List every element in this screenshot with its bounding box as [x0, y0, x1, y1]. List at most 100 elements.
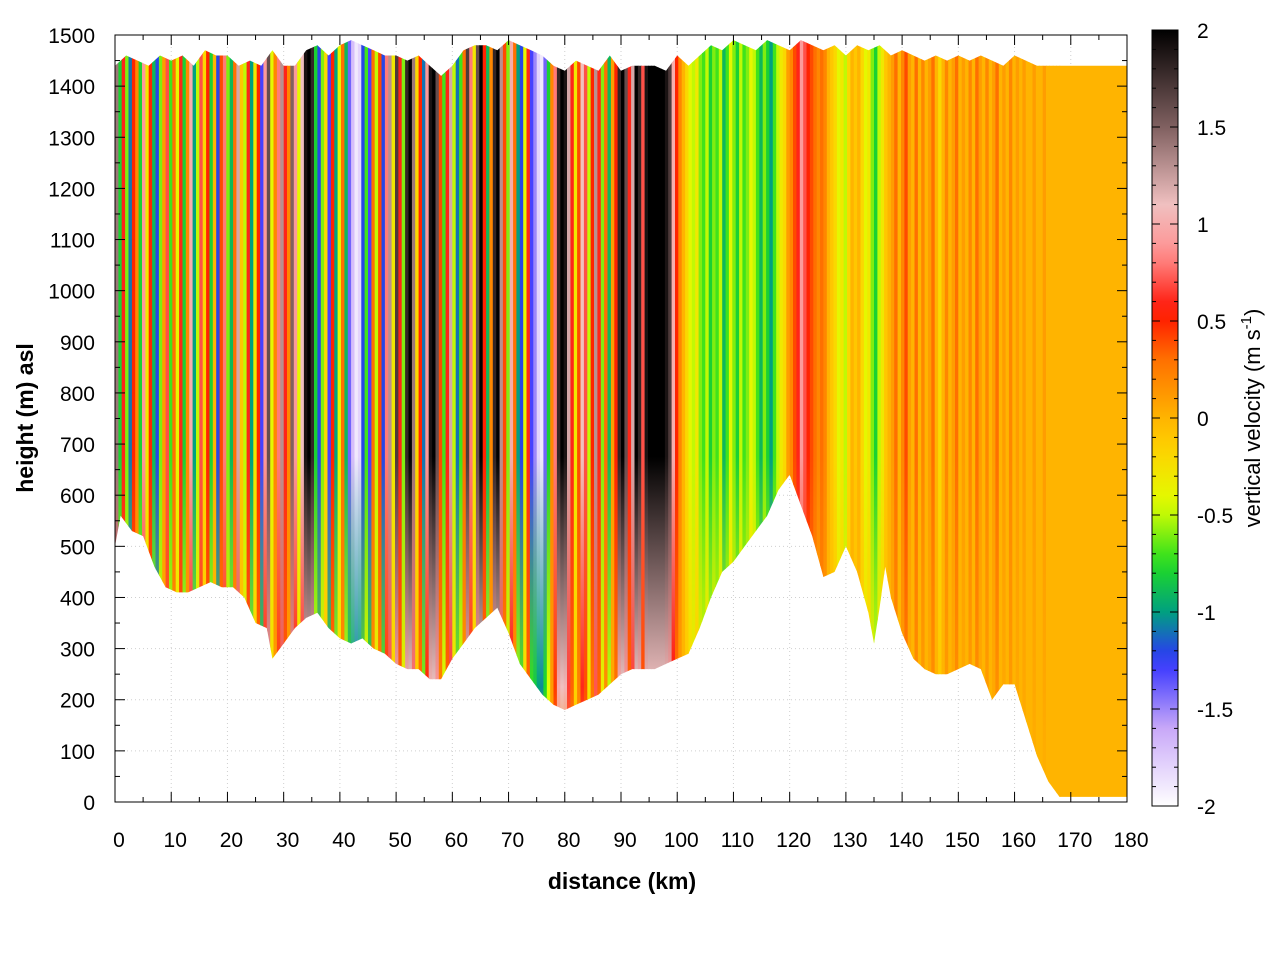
velocity-column	[728, 40, 733, 797]
velocity-column	[529, 40, 534, 797]
velocity-column	[418, 40, 423, 797]
y-tick-label: 600	[60, 485, 95, 508]
x-axis: 0 10 20 30 40 50 60 70 80 90 100 110 120 130 140 150 160…	[113, 35, 1149, 852]
velocity-column	[270, 40, 275, 797]
velocity-column	[486, 40, 491, 797]
velocity-column	[739, 40, 744, 797]
velocity-column	[924, 40, 929, 797]
velocity-column	[475, 40, 480, 797]
velocity-column	[793, 40, 797, 797]
velocity-column	[347, 40, 352, 797]
velocity-column	[702, 40, 706, 797]
velocity-column	[928, 40, 932, 797]
x-tick-label: 70	[501, 829, 524, 852]
velocity-column	[978, 40, 983, 797]
velocity-column	[857, 40, 862, 797]
y-axis-title: height (m) asl	[12, 343, 38, 493]
velocity-column	[742, 40, 747, 797]
velocity-column	[968, 40, 973, 797]
velocity-column	[907, 40, 912, 797]
colorbar-tick-label: -1	[1197, 602, 1216, 625]
velocity-column	[236, 40, 241, 797]
velocity-column	[368, 40, 372, 797]
y-tick-label: 0	[83, 792, 95, 815]
velocity-column	[351, 40, 356, 797]
velocity-column	[941, 40, 946, 797]
velocity-column	[502, 40, 507, 797]
velocity-column	[806, 40, 811, 797]
velocity-column	[1029, 40, 1034, 797]
velocity-column	[631, 40, 636, 797]
velocity-column	[1012, 40, 1017, 797]
velocity-column	[212, 40, 217, 797]
x-tick-label: 60	[445, 829, 468, 852]
velocity-column	[428, 40, 433, 797]
velocity-column	[135, 40, 140, 797]
velocity-column	[374, 40, 379, 797]
y-tick-label: 1000	[48, 281, 95, 304]
y-tick-label: 1300	[48, 127, 95, 150]
velocity-column	[165, 40, 170, 797]
velocity-column	[405, 40, 410, 797]
velocity-column	[722, 40, 727, 797]
velocity-column	[772, 40, 777, 797]
colorbar-title-main: vertical velocity (m s	[1240, 329, 1265, 527]
velocity-column	[614, 40, 619, 797]
velocity-column	[998, 40, 1003, 797]
velocity-column	[489, 40, 494, 797]
velocity-column	[1002, 40, 1007, 797]
velocity-column	[570, 40, 575, 797]
velocity-column	[283, 40, 288, 797]
velocity-column	[1046, 40, 1050, 797]
velocity-column	[705, 40, 710, 797]
velocity-column	[971, 40, 976, 797]
velocity-column	[627, 40, 632, 797]
velocity-column	[303, 40, 308, 797]
y-tick-label: 1500	[48, 25, 95, 48]
velocity-column	[759, 40, 764, 797]
velocity-column	[266, 40, 271, 797]
velocity-column	[523, 40, 528, 797]
velocity-column	[587, 40, 592, 797]
velocity-column	[634, 40, 639, 797]
velocity-column	[843, 40, 848, 797]
velocity-column	[442, 40, 447, 797]
velocity-column	[249, 40, 254, 797]
velocity-column	[273, 40, 278, 797]
velocity-column	[435, 40, 440, 797]
velocity-column	[1056, 40, 1061, 797]
velocity-column	[469, 40, 474, 797]
y-tick-label: 800	[60, 383, 95, 406]
velocity-column	[577, 40, 582, 797]
velocity-column	[307, 40, 312, 797]
velocity-column	[125, 40, 130, 797]
velocity-column	[300, 40, 305, 797]
velocity-column	[169, 40, 173, 797]
velocity-column	[330, 40, 335, 797]
velocity-column	[556, 40, 561, 797]
colorbar-tick-label: -1.5	[1197, 699, 1233, 722]
velocity-column	[654, 40, 659, 797]
velocity-column	[546, 40, 551, 797]
x-tick-label: 80	[557, 829, 580, 852]
velocity-column	[685, 40, 690, 797]
velocity-column	[411, 40, 416, 797]
x-axis-title: distance (km)	[548, 868, 696, 894]
y-tick-label: 700	[60, 434, 95, 457]
velocity-column	[246, 40, 251, 797]
velocity-column	[395, 40, 399, 797]
velocity-column	[664, 40, 669, 797]
velocity-column	[196, 40, 200, 797]
y-tick-label: 100	[60, 741, 95, 764]
velocity-column	[712, 40, 717, 797]
velocity-column	[762, 40, 767, 797]
y-tick-label: 1200	[48, 178, 95, 201]
velocity-column	[938, 40, 943, 797]
velocity-column	[222, 40, 227, 797]
velocity-column	[189, 40, 194, 797]
velocity-column	[438, 40, 443, 797]
velocity-field	[115, 40, 1127, 797]
velocity-column	[536, 40, 541, 797]
velocity-column	[641, 40, 646, 797]
velocity-column	[567, 40, 571, 797]
